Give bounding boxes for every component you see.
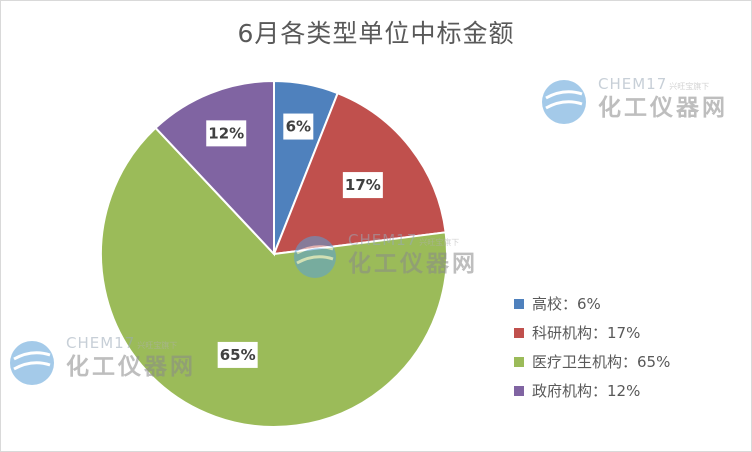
watermark-logo-icon: [10, 341, 54, 385]
data-label-box-2: [217, 341, 258, 368]
legend-label-1: 科研机构：17%: [532, 324, 641, 342]
data-label-2: 65%: [220, 346, 256, 364]
data-label-1: 17%: [345, 176, 381, 194]
legend-swatch-3: [514, 385, 524, 396]
data-label-0: 6%: [286, 118, 311, 136]
data-label-3: 12%: [208, 124, 244, 142]
watermark-tagline: 兴旺宝旗下: [137, 341, 178, 350]
data-label-box-0: [283, 113, 314, 140]
watermark-brand: CHEM17: [598, 75, 668, 93]
pie-slice-2: [100, 126, 448, 428]
watermark-brand: CHEM17: [348, 231, 418, 249]
watermark-logo-icon: [294, 236, 336, 278]
watermark-name: 化工仪器网: [66, 354, 196, 380]
data-label-box-1: [342, 172, 383, 199]
legend-item-0: 高校：6%: [514, 289, 670, 318]
legend-label-0: 高校：6%: [532, 295, 601, 313]
chart-title: 6月各类型单位中标金额: [237, 19, 515, 48]
watermark-name: 化工仪器网: [348, 251, 478, 277]
watermark-tagline: 兴旺宝旗下: [669, 82, 710, 91]
legend-item-1: 科研机构：17%: [514, 318, 670, 347]
watermark-brand: CHEM17: [66, 334, 136, 352]
watermark-name: 化工仪器网: [598, 95, 728, 121]
legend-swatch-1: [514, 327, 524, 338]
legend-swatch-0: [514, 298, 524, 309]
data-label-box-3: [206, 120, 247, 147]
legend-swatch-2: [514, 356, 524, 367]
watermark-tagline: 兴旺宝旗下: [419, 238, 460, 247]
legend-label-2: 医疗卫生机构：65%: [532, 353, 671, 371]
legend-item-2: 医疗卫生机构：65%: [514, 347, 670, 376]
legend-label-3: 政府机构：12%: [532, 382, 641, 400]
legend: 高校：6% 科研机构：17% 医疗卫生机构：65% 政府机构：12%: [514, 289, 670, 405]
watermark-logo-icon: [542, 80, 586, 124]
legend-item-3: 政府机构：12%: [514, 376, 670, 405]
